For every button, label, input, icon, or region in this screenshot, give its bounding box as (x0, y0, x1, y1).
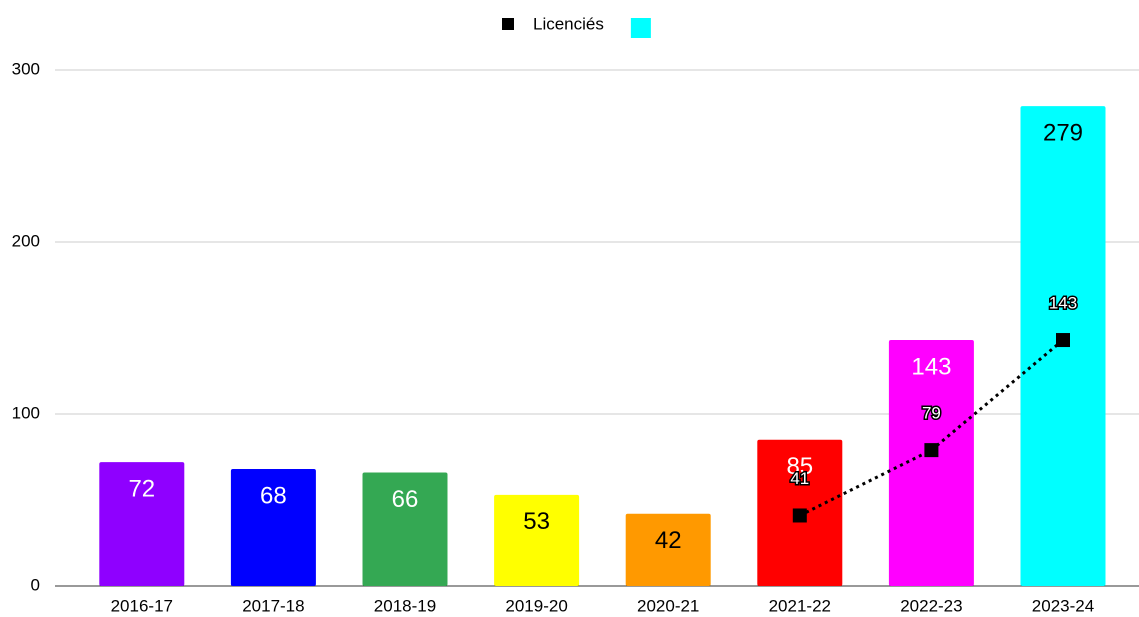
bar (888, 340, 974, 586)
bar (99, 462, 185, 586)
legend-label: Licenciés (533, 14, 604, 33)
y-tick-label: 0 (31, 575, 40, 594)
y-tick-label: 200 (12, 231, 40, 250)
x-tick-label: 2018-19 (374, 596, 436, 615)
bar-value-label: 68 (260, 482, 287, 509)
y-tick-label: 100 (12, 403, 40, 422)
x-tick-label: 2022-23 (900, 596, 962, 615)
bar (494, 494, 580, 586)
x-tick-label: 2021-22 (769, 596, 831, 615)
line-point (924, 443, 939, 458)
line-point (1056, 333, 1070, 348)
bar-value-label: 279 (1043, 119, 1083, 146)
bar (362, 472, 448, 586)
bar-value-label: 42 (655, 527, 682, 554)
x-tick-label: 2019-20 (505, 596, 567, 615)
line-point (792, 508, 807, 523)
legend-swatch (630, 18, 651, 38)
x-tick-label: 2017-18 (242, 596, 304, 615)
y-tick-label: 300 (12, 59, 40, 78)
line (799, 338, 1064, 517)
bar (625, 513, 711, 586)
legend-swatch (502, 18, 514, 30)
line-value-label: 41 (790, 469, 809, 488)
x-tick-label: 2016-17 (111, 596, 173, 615)
x-tick-label: 2023-24 (1032, 596, 1094, 615)
line-value-label: 79 (922, 404, 941, 423)
bar-value-label: 143 (911, 353, 951, 380)
line-value-label: 143 (1049, 294, 1077, 313)
bar-value-label: 85 (786, 453, 813, 480)
bar-value-label: 72 (128, 476, 155, 503)
x-tick-label: 2020-21 (637, 596, 699, 615)
bar-value-label: 53 (523, 508, 550, 535)
bar (230, 469, 316, 586)
bar-value-label: 66 (392, 486, 419, 513)
